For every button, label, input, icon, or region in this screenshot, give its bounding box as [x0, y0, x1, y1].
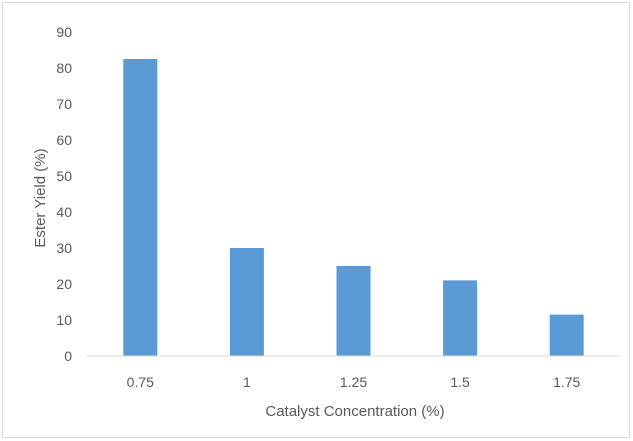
- bar: [123, 59, 158, 356]
- y-axis-ticks: 0 10 20 30 40 50 60 70 80 90: [56, 24, 72, 364]
- bar: [229, 248, 264, 356]
- x-tick-label: 1.5: [450, 374, 470, 390]
- x-tick-label: 0.75: [127, 374, 154, 390]
- bar: [443, 280, 478, 356]
- y-tick-label: 0: [64, 348, 72, 364]
- y-axis-title: Ester Yield (%): [32, 148, 49, 247]
- x-axis-ticks: 0.75 1 1.25 1.5 1.75: [127, 374, 581, 390]
- y-tick-label: 50: [56, 168, 72, 184]
- y-tick-label: 30: [56, 240, 72, 256]
- y-tick-label: 90: [56, 24, 72, 40]
- bar: [549, 314, 584, 356]
- x-tick-label: 1.75: [553, 374, 580, 390]
- y-tick-label: 10: [56, 312, 72, 328]
- y-tick-label: 20: [56, 276, 72, 292]
- y-tick-label: 80: [56, 60, 72, 76]
- y-tick-label: 70: [56, 96, 72, 112]
- x-axis-title: Catalyst Concentration (%): [265, 403, 444, 420]
- y-tick-label: 60: [56, 132, 72, 148]
- bar: [336, 266, 371, 356]
- x-tick-label: 1.25: [340, 374, 367, 390]
- y-tick-label: 40: [56, 204, 72, 220]
- bars: [123, 59, 584, 356]
- x-tick-label: 1: [243, 374, 251, 390]
